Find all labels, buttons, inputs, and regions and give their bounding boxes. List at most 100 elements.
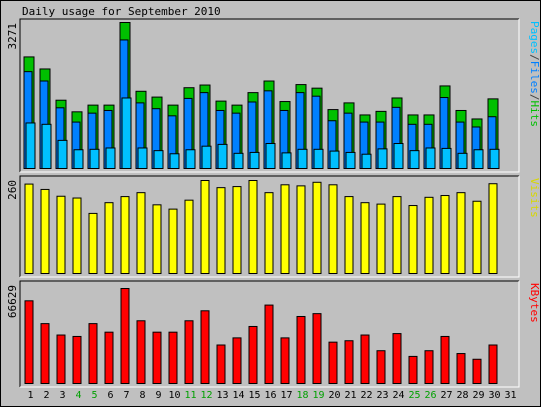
bar-pages-day-6 [105,147,116,169]
bar-pages-day-27 [441,147,452,169]
bar-visits-day-8 [136,192,146,275]
y-max-label-3: 66629 [6,285,19,318]
bar-pages-day-1 [25,122,36,170]
bar-kbytes-day-13 [216,344,226,384]
bar-visits-day-20 [328,184,338,275]
panel-border-dark [19,280,519,387]
bar-pages-day-2 [41,123,52,169]
bar-pages-day-13 [217,143,228,169]
x-tick-label: 5 [91,390,97,401]
bar-kbytes-day-3 [56,334,66,385]
x-tick-label: 7 [123,390,129,401]
bar-pages-day-9 [153,150,164,169]
x-tick-label: 30 [488,390,500,401]
bar-kbytes-day-26 [424,350,434,385]
bar-visits-day-2 [40,188,50,274]
x-tick-label: 19 [312,390,324,401]
y-max-label-1: 3271 [6,23,19,50]
bar-pages-day-15 [249,151,260,169]
legend-part: Pages [528,21,541,54]
bar-pages-day-20 [329,150,340,170]
bar-kbytes-day-6 [104,331,114,384]
x-tick-label: 17 [280,390,292,401]
x-tick-label: 1 [27,390,33,401]
x-tick-label: 8 [139,390,145,401]
x-tick-label: 4 [75,390,81,401]
bar-pages-day-29 [473,149,484,169]
bar-kbytes-day-18 [296,315,306,385]
x-tick-label: 12 [200,390,212,401]
bar-visits-day-9 [152,204,162,274]
x-tick-label: 3 [59,390,65,401]
bar-visits-day-18 [296,185,306,274]
x-tick-label: 11 [184,390,196,401]
bar-visits-day-24 [392,196,402,275]
x-tick-label: 14 [232,390,244,401]
x-tick-label: 9 [155,390,161,401]
bar-visits-day-10 [168,208,178,274]
bar-pages-day-23 [377,148,388,170]
chart-title: Daily usage for September 2010 [22,5,221,18]
x-tick-label: 29 [472,390,484,401]
bar-kbytes-day-17 [280,337,290,384]
bar-kbytes-day-10 [168,331,178,384]
bar-kbytes-day-19 [312,313,322,384]
bar-kbytes-day-25 [408,355,418,385]
x-tick-label: 6 [107,390,113,401]
legend-part: KBytes [528,283,541,323]
bar-pages-day-3 [57,139,68,169]
bar-pages-day-30 [489,148,500,170]
x-tick-label: 26 [424,390,436,401]
panel-border-dark [19,175,519,277]
bar-visits-day-6 [104,202,114,274]
x-tick-label: 2 [43,390,49,401]
bar-visits-day-23 [376,203,386,275]
bar-kbytes-day-14 [232,337,242,384]
bar-visits-day-13 [216,187,226,274]
bar-pages-day-24 [393,143,404,170]
bar-visits-day-27 [440,195,450,274]
bar-visits-day-22 [360,202,370,274]
bar-visits-day-30 [488,183,498,275]
legend-2: Visits [528,178,541,218]
bar-visits-day-19 [312,181,322,275]
panel-border-light [20,176,520,278]
bar-kbytes-day-24 [392,333,402,384]
bar-kbytes-day-20 [328,341,338,385]
bar-visits-day-1 [24,183,34,274]
legend-1: Pages/Files/Hits [528,21,541,127]
bar-kbytes-day-27 [440,335,450,385]
x-tick-label: 13 [216,390,228,401]
bar-pages-day-11 [185,149,196,169]
bar-pages-day-14 [233,152,244,170]
x-tick-label: 22 [360,390,372,401]
bar-kbytes-day-28 [456,353,466,384]
x-tick-label: 21 [344,390,356,401]
bar-visits-day-14 [232,186,242,274]
x-tick-label: 31 [504,390,516,401]
bar-visits-day-29 [472,200,482,274]
bar-pages-day-8 [137,147,148,169]
x-tick-label: 24 [392,390,404,401]
bar-visits-day-3 [56,195,66,274]
bar-visits-day-28 [456,192,466,275]
bar-pages-day-28 [457,152,468,170]
bar-kbytes-day-23 [376,350,386,385]
bar-visits-day-21 [344,196,354,275]
legend-part: / [528,94,541,101]
bar-visits-day-4 [72,197,82,274]
bar-visits-day-26 [424,196,434,274]
bar-kbytes-day-12 [200,310,210,384]
bar-kbytes-day-8 [136,320,146,385]
x-tick-label: 20 [328,390,340,401]
bar-visits-day-12 [200,180,210,274]
bar-pages-day-7 [121,97,132,169]
legend-part: Visits [528,178,541,218]
bar-kbytes-day-7 [120,288,130,384]
bar-kbytes-day-30 [488,344,498,384]
bar-pages-day-26 [425,147,436,169]
bar-visits-day-11 [184,199,194,274]
x-tick-label: 27 [440,390,452,401]
bar-visits-day-16 [264,192,274,275]
